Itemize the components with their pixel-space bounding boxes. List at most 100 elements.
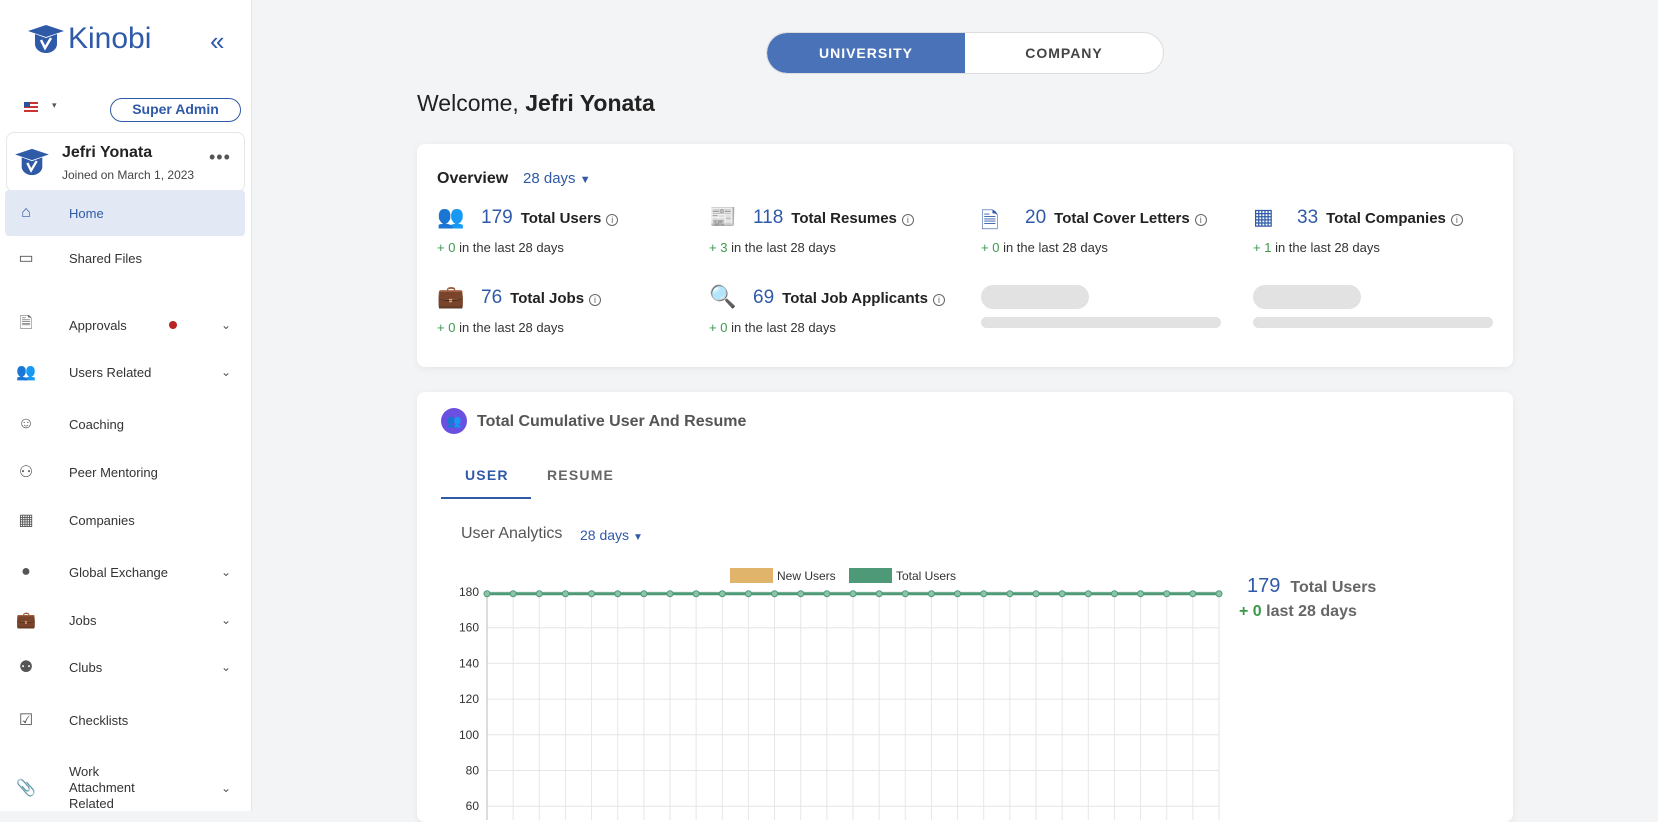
summary-total-label: Total Users xyxy=(1290,579,1377,596)
legend-swatch-new-users xyxy=(730,568,773,583)
info-icon[interactable]: i xyxy=(589,294,602,306)
tab-resume[interactable]: RESUME xyxy=(547,467,615,483)
overview-period-select[interactable]: 28 days ▼ xyxy=(523,170,591,187)
total-users-point xyxy=(901,590,909,598)
notification-dot xyxy=(169,321,177,329)
total-users-point xyxy=(875,590,883,598)
stat-delta-suffix: in the last 28 days xyxy=(1275,240,1380,255)
caret-down-icon: ▼ xyxy=(632,532,643,543)
total-users-point xyxy=(483,590,491,598)
more-options-icon[interactable]: ••• xyxy=(209,147,231,167)
summary-total: 179 Total Users xyxy=(1247,575,1376,598)
sidebar-item-home[interactable]: ⌂ Home xyxy=(5,190,245,236)
stat-total-users: 👥 179 Total Users i + 0 in the last 28 days xyxy=(437,204,697,260)
chevron-down-icon[interactable]: ⌄ xyxy=(220,365,231,379)
role-badge[interactable]: Super Admin xyxy=(110,98,241,122)
stat-label: Total Jobs xyxy=(510,290,585,307)
chevron-down-icon[interactable]: ⌄ xyxy=(220,613,231,627)
us-flag-icon[interactable] xyxy=(24,102,38,112)
caret-down-icon: ▼ xyxy=(579,174,591,186)
overview-title: Overview xyxy=(437,170,509,187)
sidebar-item-label: Checklists xyxy=(69,712,129,728)
sidebar-item-label: Companies xyxy=(69,512,135,528)
stat-delta: + 0 xyxy=(709,320,728,335)
stat-delta-suffix: in the last 28 days xyxy=(459,320,564,335)
loading-skeleton xyxy=(981,317,1221,328)
brand-name: Kinobi xyxy=(68,22,152,55)
stat-label: Total Companies xyxy=(1326,210,1446,227)
total-users-point xyxy=(692,590,700,598)
stat-delta-suffix: in the last 28 days xyxy=(731,240,836,255)
total-users-point xyxy=(1189,590,1197,598)
total-users-point xyxy=(561,590,569,598)
sidebar-item-users-related[interactable]: 👥 Users Related ⌄ xyxy=(5,349,245,395)
briefcase-icon: 💼 xyxy=(437,284,465,309)
stat-label: Total Resumes xyxy=(791,210,897,227)
total-users-point xyxy=(1058,590,1066,598)
stat-delta: + 0 xyxy=(981,240,1000,255)
total-users-point xyxy=(797,590,805,598)
info-icon[interactable]: i xyxy=(1194,214,1207,226)
peer-mentoring-icon: ⚇ xyxy=(18,464,34,481)
stat-delta: + 0 xyxy=(437,240,456,255)
university-tab[interactable]: UNIVERSITY xyxy=(767,33,965,73)
sidebar-item-label: Peer Mentoring xyxy=(69,464,158,480)
sidebar-item-global-exchange[interactable]: ● Global Exchange ⌄ xyxy=(5,549,245,595)
chevron-down-icon[interactable]: ⌄ xyxy=(220,565,231,579)
sidebar-item-companies[interactable]: ▦ Companies xyxy=(5,497,245,543)
info-icon[interactable]: i xyxy=(1450,214,1463,226)
analytics-title: User Analytics xyxy=(461,525,563,542)
users-icon: 👥 xyxy=(437,204,465,229)
analytics-period-select[interactable]: 28 days ▼ xyxy=(580,527,643,543)
analytics-period: 28 days xyxy=(580,527,630,543)
info-icon[interactable]: i xyxy=(901,214,914,226)
sidebar-item-label: Users Related xyxy=(69,364,152,380)
sidebar-item-jobs[interactable]: 💼 Jobs ⌄ xyxy=(5,597,245,643)
stat-value: 76 xyxy=(481,287,503,308)
language-chevron-down-icon[interactable]: ▾ xyxy=(52,100,57,110)
sidebar-item-coaching[interactable]: ☺ Coaching xyxy=(5,401,245,447)
briefcase-icon: 💼 xyxy=(16,612,36,629)
document-check-icon: 🗎 xyxy=(19,314,33,332)
company-tab[interactable]: COMPANY xyxy=(1025,45,1103,61)
kinobi-logo[interactable]: Kinobi xyxy=(28,22,151,56)
total-users-point xyxy=(744,590,752,598)
stat-delta-suffix: in the last 28 days xyxy=(459,240,564,255)
summary-delta-suffix: last 28 days xyxy=(1266,603,1357,620)
total-users-point xyxy=(614,590,622,598)
welcome-name: Jefri Yonata xyxy=(525,90,655,116)
total-users-point xyxy=(1110,590,1118,598)
chevron-down-icon[interactable]: ⌄ xyxy=(220,660,231,674)
welcome-heading: Welcome, Jefri Yonata xyxy=(417,90,655,117)
document-icon: 🗎 xyxy=(981,208,999,233)
total-users-point xyxy=(1032,590,1040,598)
stat-value: 33 xyxy=(1297,207,1319,228)
info-icon[interactable]: i xyxy=(932,294,945,306)
sidebar-item-shared-files[interactable]: ▭ Shared Files xyxy=(5,235,245,281)
sidebar-item-work-attachment-related[interactable]: 📎 Work Attachment Related ⌄ xyxy=(5,761,245,815)
total-users-point xyxy=(1163,590,1171,598)
stat-total-cover-letters: 🗎 20 Total Cover Letters i + 0 in the last 2… xyxy=(981,204,1241,260)
sidebar-item-peer-mentoring[interactable]: ⚇ Peer Mentoring xyxy=(5,449,245,495)
total-users-point xyxy=(927,590,935,598)
total-users-point xyxy=(1084,590,1092,598)
tab-user[interactable]: USER xyxy=(465,467,509,483)
total-users-point xyxy=(535,590,543,598)
profile-card: Jefri Yonata Joined on March 1, 2023 ••• xyxy=(6,132,245,192)
total-users-point xyxy=(640,590,648,598)
sidebar-item-checklists[interactable]: ☑ Checklists xyxy=(5,697,245,743)
stat-label: Total Cover Letters xyxy=(1054,210,1190,227)
total-users-point xyxy=(980,590,988,598)
joined-date: Joined on March 1, 2023 xyxy=(62,168,195,182)
chevron-down-icon[interactable]: ⌄ xyxy=(220,781,231,795)
search-user-icon: 🔍 xyxy=(709,284,737,309)
sidebar-item-clubs[interactable]: ⚉ Clubs ⌄ xyxy=(5,644,245,690)
users-badge-icon: 👥 xyxy=(441,408,467,434)
info-icon[interactable]: i xyxy=(606,214,619,226)
stat-value: 118 xyxy=(753,207,784,228)
total-users-point xyxy=(588,590,596,598)
coaching-icon: ☺ xyxy=(17,415,35,432)
sidebar-item-approvals[interactable]: 🗎 Approvals ⌄ xyxy=(5,302,245,348)
collapse-sidebar-icon[interactable]: « xyxy=(210,26,225,56)
chevron-down-icon[interactable]: ⌄ xyxy=(220,318,231,332)
